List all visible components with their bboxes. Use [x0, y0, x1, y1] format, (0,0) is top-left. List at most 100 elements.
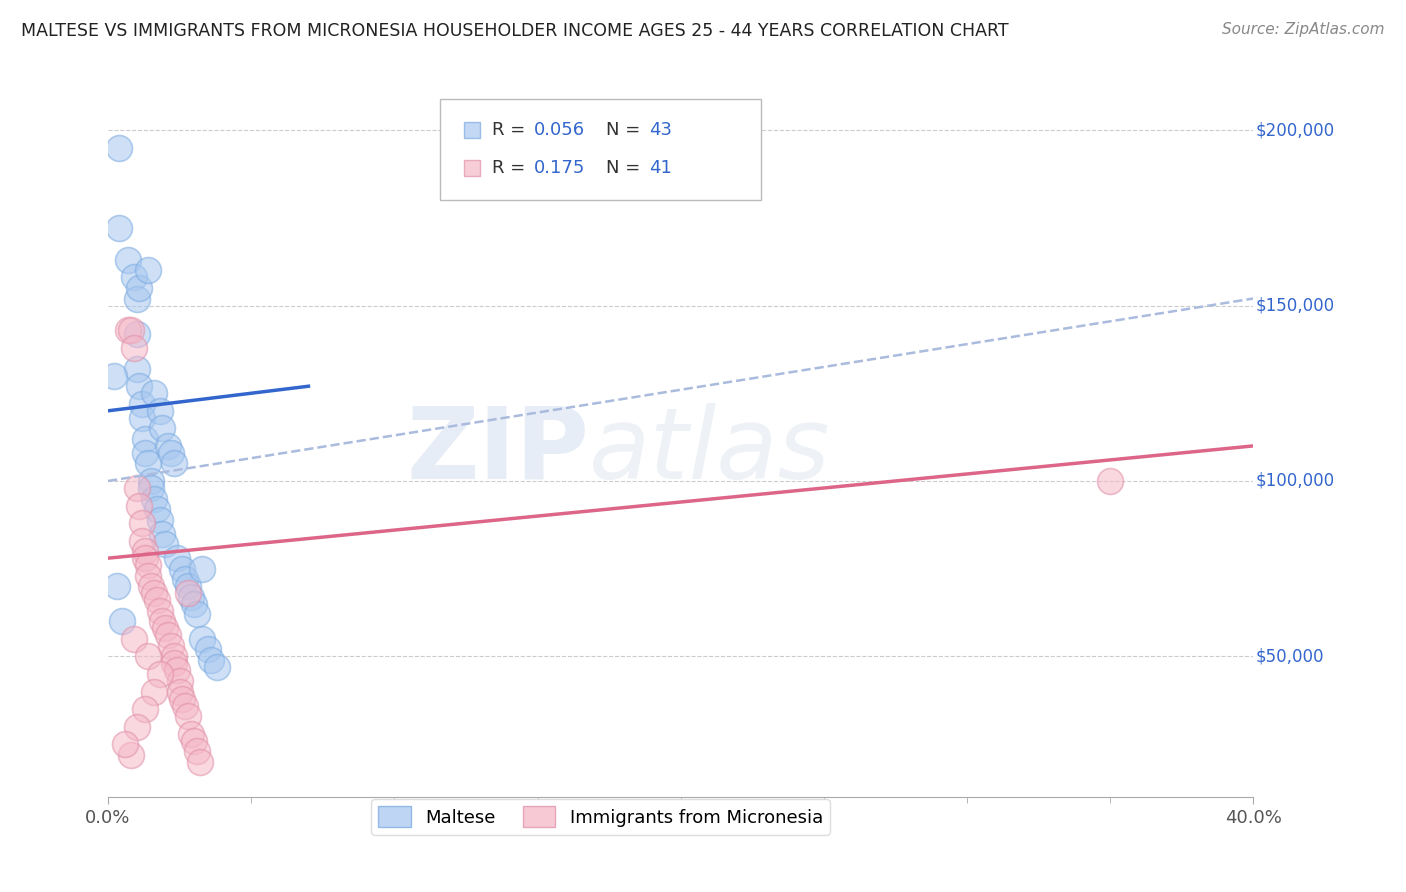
Point — [136, 568, 159, 582]
Point — [108, 221, 131, 235]
Text: $200,000: $200,000 — [1256, 121, 1334, 139]
Point — [160, 446, 183, 460]
Point — [148, 404, 170, 418]
Point — [163, 649, 186, 664]
Point — [1007, 825, 1029, 839]
Point — [125, 326, 148, 341]
Point — [183, 597, 205, 611]
Point — [108, 140, 131, 154]
Point — [142, 684, 165, 698]
Point — [117, 252, 139, 267]
Point — [122, 341, 145, 355]
Point — [134, 446, 156, 460]
Point — [200, 653, 222, 667]
Text: ZIP: ZIP — [406, 403, 589, 500]
Point — [188, 755, 211, 769]
Point — [136, 263, 159, 277]
Point — [134, 544, 156, 558]
Point — [180, 590, 202, 604]
Point — [180, 726, 202, 740]
Point — [174, 698, 197, 713]
Point — [120, 323, 142, 337]
Point — [134, 551, 156, 566]
Point — [145, 502, 167, 516]
Point — [120, 747, 142, 762]
Text: 43: 43 — [648, 121, 672, 139]
Point — [1099, 474, 1122, 488]
FancyBboxPatch shape — [440, 99, 761, 200]
Point — [128, 379, 150, 393]
Text: $100,000: $100,000 — [1256, 472, 1334, 490]
Point — [145, 593, 167, 607]
Point — [125, 361, 148, 376]
Point — [169, 673, 191, 688]
Point — [186, 744, 208, 758]
Text: $50,000: $50,000 — [1256, 648, 1324, 665]
Text: R =: R = — [492, 121, 530, 139]
Text: MALTESE VS IMMIGRANTS FROM MICRONESIA HOUSEHOLDER INCOME AGES 25 - 44 YEARS CORR: MALTESE VS IMMIGRANTS FROM MICRONESIA HO… — [21, 22, 1008, 40]
Point — [117, 323, 139, 337]
Point — [183, 733, 205, 747]
Point — [197, 642, 219, 657]
Point — [174, 572, 197, 586]
Point — [111, 615, 134, 629]
Text: 0.056: 0.056 — [534, 121, 585, 139]
Point — [136, 457, 159, 471]
Point — [131, 397, 153, 411]
Point — [134, 432, 156, 446]
Point — [155, 621, 177, 635]
Point — [136, 649, 159, 664]
Point — [128, 499, 150, 513]
Point — [172, 562, 194, 576]
Point — [177, 709, 200, 723]
Point — [205, 660, 228, 674]
Legend: Maltese, Immigrants from Micronesia: Maltese, Immigrants from Micronesia — [371, 799, 830, 835]
Point — [103, 368, 125, 383]
Point — [139, 579, 162, 593]
Point — [125, 292, 148, 306]
Point — [114, 737, 136, 751]
Point — [160, 639, 183, 653]
Point — [177, 586, 200, 600]
Point — [148, 604, 170, 618]
Point — [136, 558, 159, 573]
Point — [152, 421, 174, 435]
Point — [131, 533, 153, 548]
Point — [125, 720, 148, 734]
Point — [163, 457, 186, 471]
Point — [105, 579, 128, 593]
Point — [166, 551, 188, 566]
Point — [134, 702, 156, 716]
Text: $150,000: $150,000 — [1256, 296, 1334, 315]
Point — [131, 410, 153, 425]
Point — [142, 586, 165, 600]
Point — [131, 516, 153, 530]
Point — [125, 481, 148, 495]
Text: Source: ZipAtlas.com: Source: ZipAtlas.com — [1222, 22, 1385, 37]
Point — [128, 281, 150, 295]
Point — [122, 270, 145, 285]
Point — [166, 664, 188, 678]
Text: R =: R = — [492, 160, 530, 178]
Text: N =: N = — [606, 121, 647, 139]
Point — [152, 526, 174, 541]
Point — [191, 562, 214, 576]
Text: 0.175: 0.175 — [534, 160, 585, 178]
Point — [148, 667, 170, 681]
Point — [191, 632, 214, 646]
Point — [122, 632, 145, 646]
Point — [172, 691, 194, 706]
Point — [152, 615, 174, 629]
Point — [155, 537, 177, 551]
Text: atlas: atlas — [589, 403, 831, 500]
Point — [142, 491, 165, 506]
Point — [169, 684, 191, 698]
Point — [157, 628, 180, 642]
Text: N =: N = — [606, 160, 647, 178]
Point — [177, 579, 200, 593]
Point — [139, 474, 162, 488]
Point — [148, 512, 170, 526]
Point — [139, 481, 162, 495]
Point — [157, 439, 180, 453]
Point — [142, 386, 165, 401]
